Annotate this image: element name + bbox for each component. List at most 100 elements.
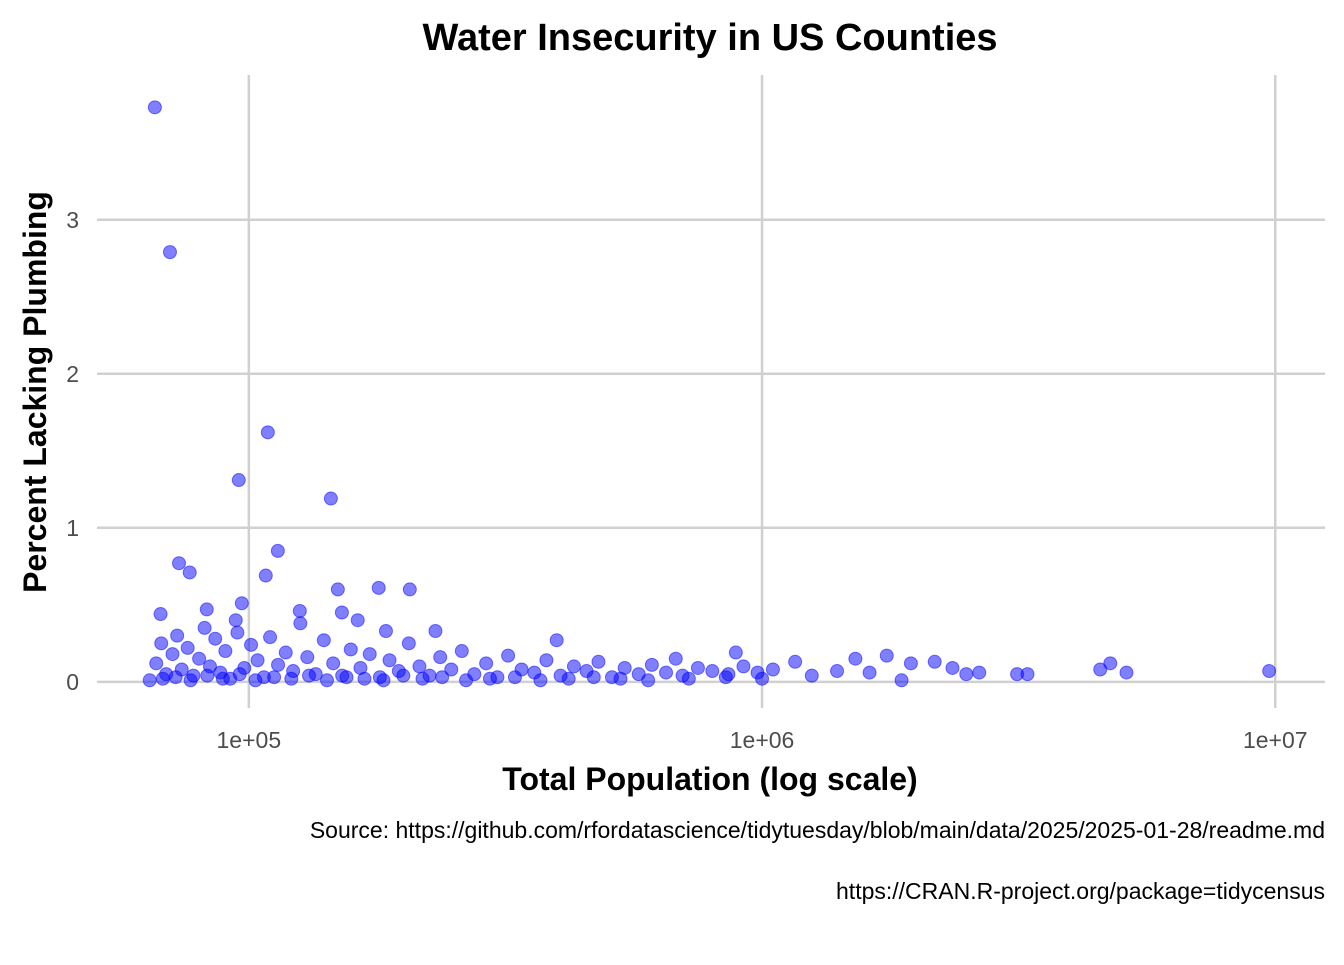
- point: [644, 657, 659, 672]
- point: [357, 671, 372, 686]
- x-axis-title: Total Population (log scale): [502, 761, 917, 797]
- point: [533, 673, 548, 688]
- point: [428, 623, 443, 638]
- point: [765, 662, 780, 677]
- point: [561, 671, 576, 686]
- point: [170, 628, 185, 643]
- point: [339, 670, 354, 685]
- point: [959, 667, 974, 682]
- point: [1103, 656, 1118, 671]
- point: [586, 670, 601, 685]
- point: [182, 565, 197, 580]
- point: [316, 633, 331, 648]
- x-tick-label: 1e+06: [730, 727, 795, 753]
- point: [681, 671, 696, 686]
- y-axis-title: Percent Lacking Plumbing: [17, 191, 53, 593]
- point: [326, 656, 341, 671]
- point: [454, 644, 469, 659]
- point: [402, 582, 417, 597]
- point: [234, 596, 249, 611]
- y-tick-label: 1: [66, 515, 79, 541]
- x-tick-label: 1e+05: [217, 727, 282, 753]
- point: [293, 616, 308, 631]
- point: [250, 653, 265, 668]
- point: [263, 630, 278, 645]
- point: [208, 631, 223, 646]
- point: [197, 620, 212, 635]
- chart-title: Water Insecurity in US Counties: [422, 17, 997, 59]
- point: [433, 650, 448, 665]
- point: [804, 668, 819, 683]
- y-tick-label: 0: [66, 669, 79, 695]
- point: [549, 633, 564, 648]
- point: [149, 656, 164, 671]
- point: [260, 425, 275, 440]
- point: [1262, 664, 1277, 679]
- point: [862, 665, 877, 680]
- point: [415, 671, 430, 686]
- point: [444, 662, 459, 677]
- point: [258, 568, 273, 583]
- point: [668, 651, 683, 666]
- point: [378, 623, 393, 638]
- point: [192, 651, 207, 666]
- point: [1020, 667, 1035, 682]
- point: [319, 673, 334, 688]
- point: [479, 656, 494, 671]
- point: [292, 603, 307, 618]
- point: [142, 673, 157, 688]
- point: [690, 660, 705, 675]
- point: [228, 613, 243, 628]
- point: [231, 473, 246, 488]
- point: [165, 647, 180, 662]
- point: [459, 673, 474, 688]
- point: [927, 654, 942, 669]
- point: [168, 670, 183, 685]
- point: [154, 636, 169, 651]
- point: [659, 665, 674, 680]
- point: [396, 668, 411, 683]
- point: [162, 245, 177, 260]
- point: [788, 654, 803, 669]
- point: [323, 491, 338, 506]
- point: [270, 543, 285, 558]
- point: [271, 657, 286, 672]
- point: [147, 100, 162, 115]
- point: [232, 667, 247, 682]
- point: [376, 673, 391, 688]
- point: [267, 670, 282, 685]
- point: [972, 665, 987, 680]
- point: [244, 637, 259, 652]
- point: [848, 651, 863, 666]
- point: [718, 670, 733, 685]
- y-tick-label: 3: [66, 207, 79, 233]
- point: [755, 671, 770, 686]
- point: [183, 673, 198, 688]
- point: [284, 671, 299, 686]
- x-tick-label: 1e+07: [1243, 727, 1308, 753]
- point: [401, 636, 416, 651]
- point: [435, 670, 450, 685]
- point: [507, 670, 522, 685]
- point: [613, 671, 628, 686]
- point: [215, 671, 230, 686]
- point: [879, 648, 894, 663]
- point: [248, 673, 263, 688]
- point: [894, 673, 909, 688]
- point: [945, 660, 960, 675]
- point: [903, 656, 918, 671]
- point: [171, 556, 186, 571]
- point: [501, 648, 516, 663]
- point: [705, 664, 720, 679]
- point: [334, 605, 349, 620]
- point: [330, 582, 345, 597]
- point: [343, 642, 358, 657]
- point: [830, 664, 845, 679]
- point: [278, 645, 293, 660]
- point: [218, 644, 233, 659]
- caption: https://CRAN.R-project.org/package=tidyc…: [836, 878, 1325, 904]
- point: [382, 653, 397, 668]
- point: [371, 580, 386, 595]
